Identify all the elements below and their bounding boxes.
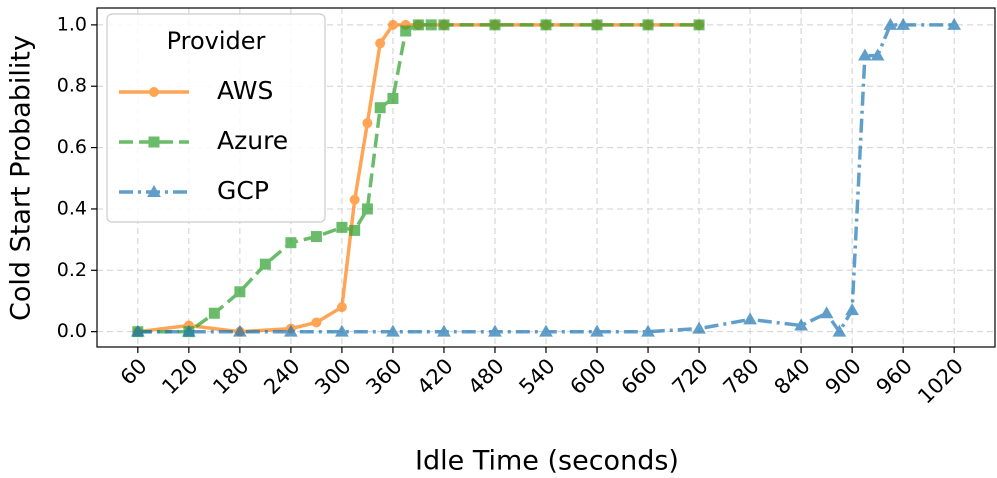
x-tick-label: 840 bbox=[770, 354, 815, 399]
marker bbox=[438, 19, 450, 31]
x-tick-label: 900 bbox=[821, 354, 866, 399]
marker bbox=[386, 324, 400, 337]
marker bbox=[147, 184, 161, 197]
marker bbox=[488, 324, 502, 337]
marker bbox=[335, 324, 349, 337]
y-tick-label: 0.8 bbox=[57, 75, 87, 97]
legend-entry bbox=[119, 136, 189, 148]
marker bbox=[362, 118, 373, 129]
marker bbox=[361, 203, 373, 215]
legend-title: Provider bbox=[167, 27, 266, 55]
marker bbox=[845, 303, 859, 316]
x-tick-label: 720 bbox=[668, 354, 713, 399]
x-tick-label: 120 bbox=[157, 354, 202, 399]
marker bbox=[285, 237, 297, 249]
x-tick-label: 780 bbox=[719, 354, 764, 399]
y-tick-label: 1.0 bbox=[57, 13, 87, 35]
marker bbox=[148, 136, 160, 148]
marker bbox=[208, 307, 220, 319]
series bbox=[130, 17, 962, 337]
y-tick-label: 0.0 bbox=[57, 320, 87, 342]
marker bbox=[489, 19, 501, 31]
series-line bbox=[137, 23, 955, 335]
series bbox=[132, 19, 705, 338]
marker bbox=[870, 48, 885, 61]
marker bbox=[387, 19, 398, 30]
marker bbox=[259, 258, 271, 270]
x-tick-label: 300 bbox=[310, 354, 355, 399]
x-tick-label: 360 bbox=[361, 354, 406, 399]
y-tick-label: 0.2 bbox=[57, 259, 87, 281]
marker bbox=[947, 17, 962, 30]
x-tick-label: 660 bbox=[617, 354, 662, 399]
x-tick-label: 480 bbox=[463, 354, 508, 399]
marker bbox=[149, 87, 159, 97]
marker bbox=[284, 324, 298, 337]
marker bbox=[336, 302, 347, 313]
marker bbox=[642, 19, 654, 31]
marker bbox=[311, 317, 322, 328]
marker bbox=[375, 38, 386, 49]
x-tick-label: 420 bbox=[412, 354, 457, 399]
marker bbox=[591, 19, 603, 31]
marker bbox=[692, 321, 706, 334]
x-tick-label: 960 bbox=[872, 354, 917, 399]
marker bbox=[310, 231, 322, 243]
x-tick-label: 540 bbox=[514, 354, 559, 399]
legend-label: Azure bbox=[217, 126, 288, 155]
marker bbox=[412, 19, 424, 31]
marker bbox=[883, 17, 898, 30]
x-tick-label: 600 bbox=[565, 354, 610, 399]
marker bbox=[349, 224, 361, 236]
y-tick-label: 0.4 bbox=[57, 197, 87, 219]
marker bbox=[743, 312, 757, 325]
marker bbox=[693, 19, 705, 31]
legend-label: AWS bbox=[217, 76, 273, 105]
marker bbox=[374, 102, 386, 114]
marker bbox=[387, 93, 399, 105]
marker bbox=[641, 324, 655, 337]
marker bbox=[130, 324, 145, 337]
x-tick-label: 180 bbox=[208, 354, 253, 399]
x-tick-label: 240 bbox=[259, 354, 304, 399]
legend-entry bbox=[119, 184, 189, 197]
marker bbox=[590, 324, 604, 337]
y-axis-label: Cold Start Probability bbox=[6, 35, 37, 321]
marker bbox=[181, 324, 196, 337]
marker bbox=[233, 324, 247, 337]
marker bbox=[539, 324, 553, 337]
x-tick-label: 1020 bbox=[913, 354, 968, 409]
legend-label: GCP bbox=[217, 176, 269, 205]
marker bbox=[425, 19, 437, 31]
marker bbox=[819, 306, 834, 319]
legend-box bbox=[106, 13, 326, 223]
y-tick-label: 0.6 bbox=[57, 136, 87, 158]
marker bbox=[794, 318, 808, 331]
marker bbox=[437, 324, 451, 337]
marker bbox=[234, 286, 246, 298]
marker bbox=[858, 48, 872, 61]
legend-entry bbox=[119, 87, 189, 97]
marker bbox=[896, 17, 911, 30]
marker bbox=[400, 25, 412, 37]
x-tick-label: 60 bbox=[116, 354, 152, 390]
x-axis-label: Idle Time (seconds) bbox=[415, 446, 679, 477]
plot-frame bbox=[96, 7, 996, 348]
marker bbox=[832, 324, 847, 337]
marker bbox=[349, 194, 360, 205]
marker bbox=[336, 221, 348, 233]
series-line bbox=[137, 23, 700, 334]
marker bbox=[540, 19, 552, 31]
